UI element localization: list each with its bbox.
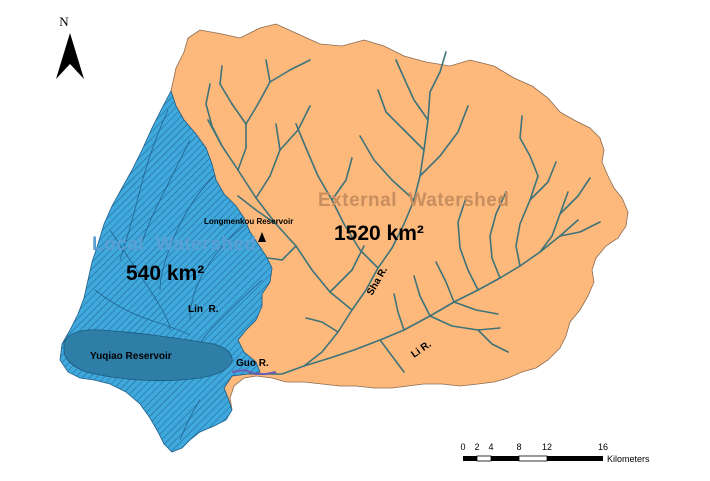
scale-tick-label: 8 (516, 442, 521, 452)
guo-river-label: Guo R. (236, 358, 269, 369)
external-area-label: 1520 km² (334, 222, 424, 245)
longmenkou-marker-icon (258, 232, 266, 242)
scale-tick-label: 12 (542, 442, 552, 452)
yuqiao-reservoir-shape (63, 329, 233, 382)
north-arrow-icon (56, 33, 84, 79)
scale-segment (476, 455, 492, 462)
scale-tick-label: 0 (460, 442, 465, 452)
scale-segment (491, 456, 519, 461)
scale-tick-label: 4 (488, 442, 493, 452)
north-letter: N (59, 14, 69, 29)
lin-river-label: Lin R. (188, 304, 219, 315)
scale-bar: 0 2 4 8 12 16 Kilometers (460, 442, 650, 464)
scale-segment (547, 456, 603, 461)
external-watershed-label: External Watershed (318, 190, 509, 211)
local-watershed-label: Local Watershed (92, 234, 257, 255)
scale-tick-label: 16 (598, 442, 608, 452)
scale-segment (463, 456, 477, 461)
external-rivers (205, 51, 601, 375)
scale-tick-label: 2 (474, 442, 479, 452)
local-area-label: 540 km² (126, 262, 204, 285)
longmenkou-reservoir-label: Longmenkou Reservoir (204, 217, 293, 226)
local-streams (94, 109, 263, 441)
scale-unit-label: Kilometers (607, 454, 650, 464)
yuqiao-reservoir-label: Yuqiao Reservoir (90, 351, 172, 362)
guo-river-line (231, 368, 277, 375)
scale-segment (518, 455, 548, 462)
north-arrow: N (56, 14, 84, 79)
